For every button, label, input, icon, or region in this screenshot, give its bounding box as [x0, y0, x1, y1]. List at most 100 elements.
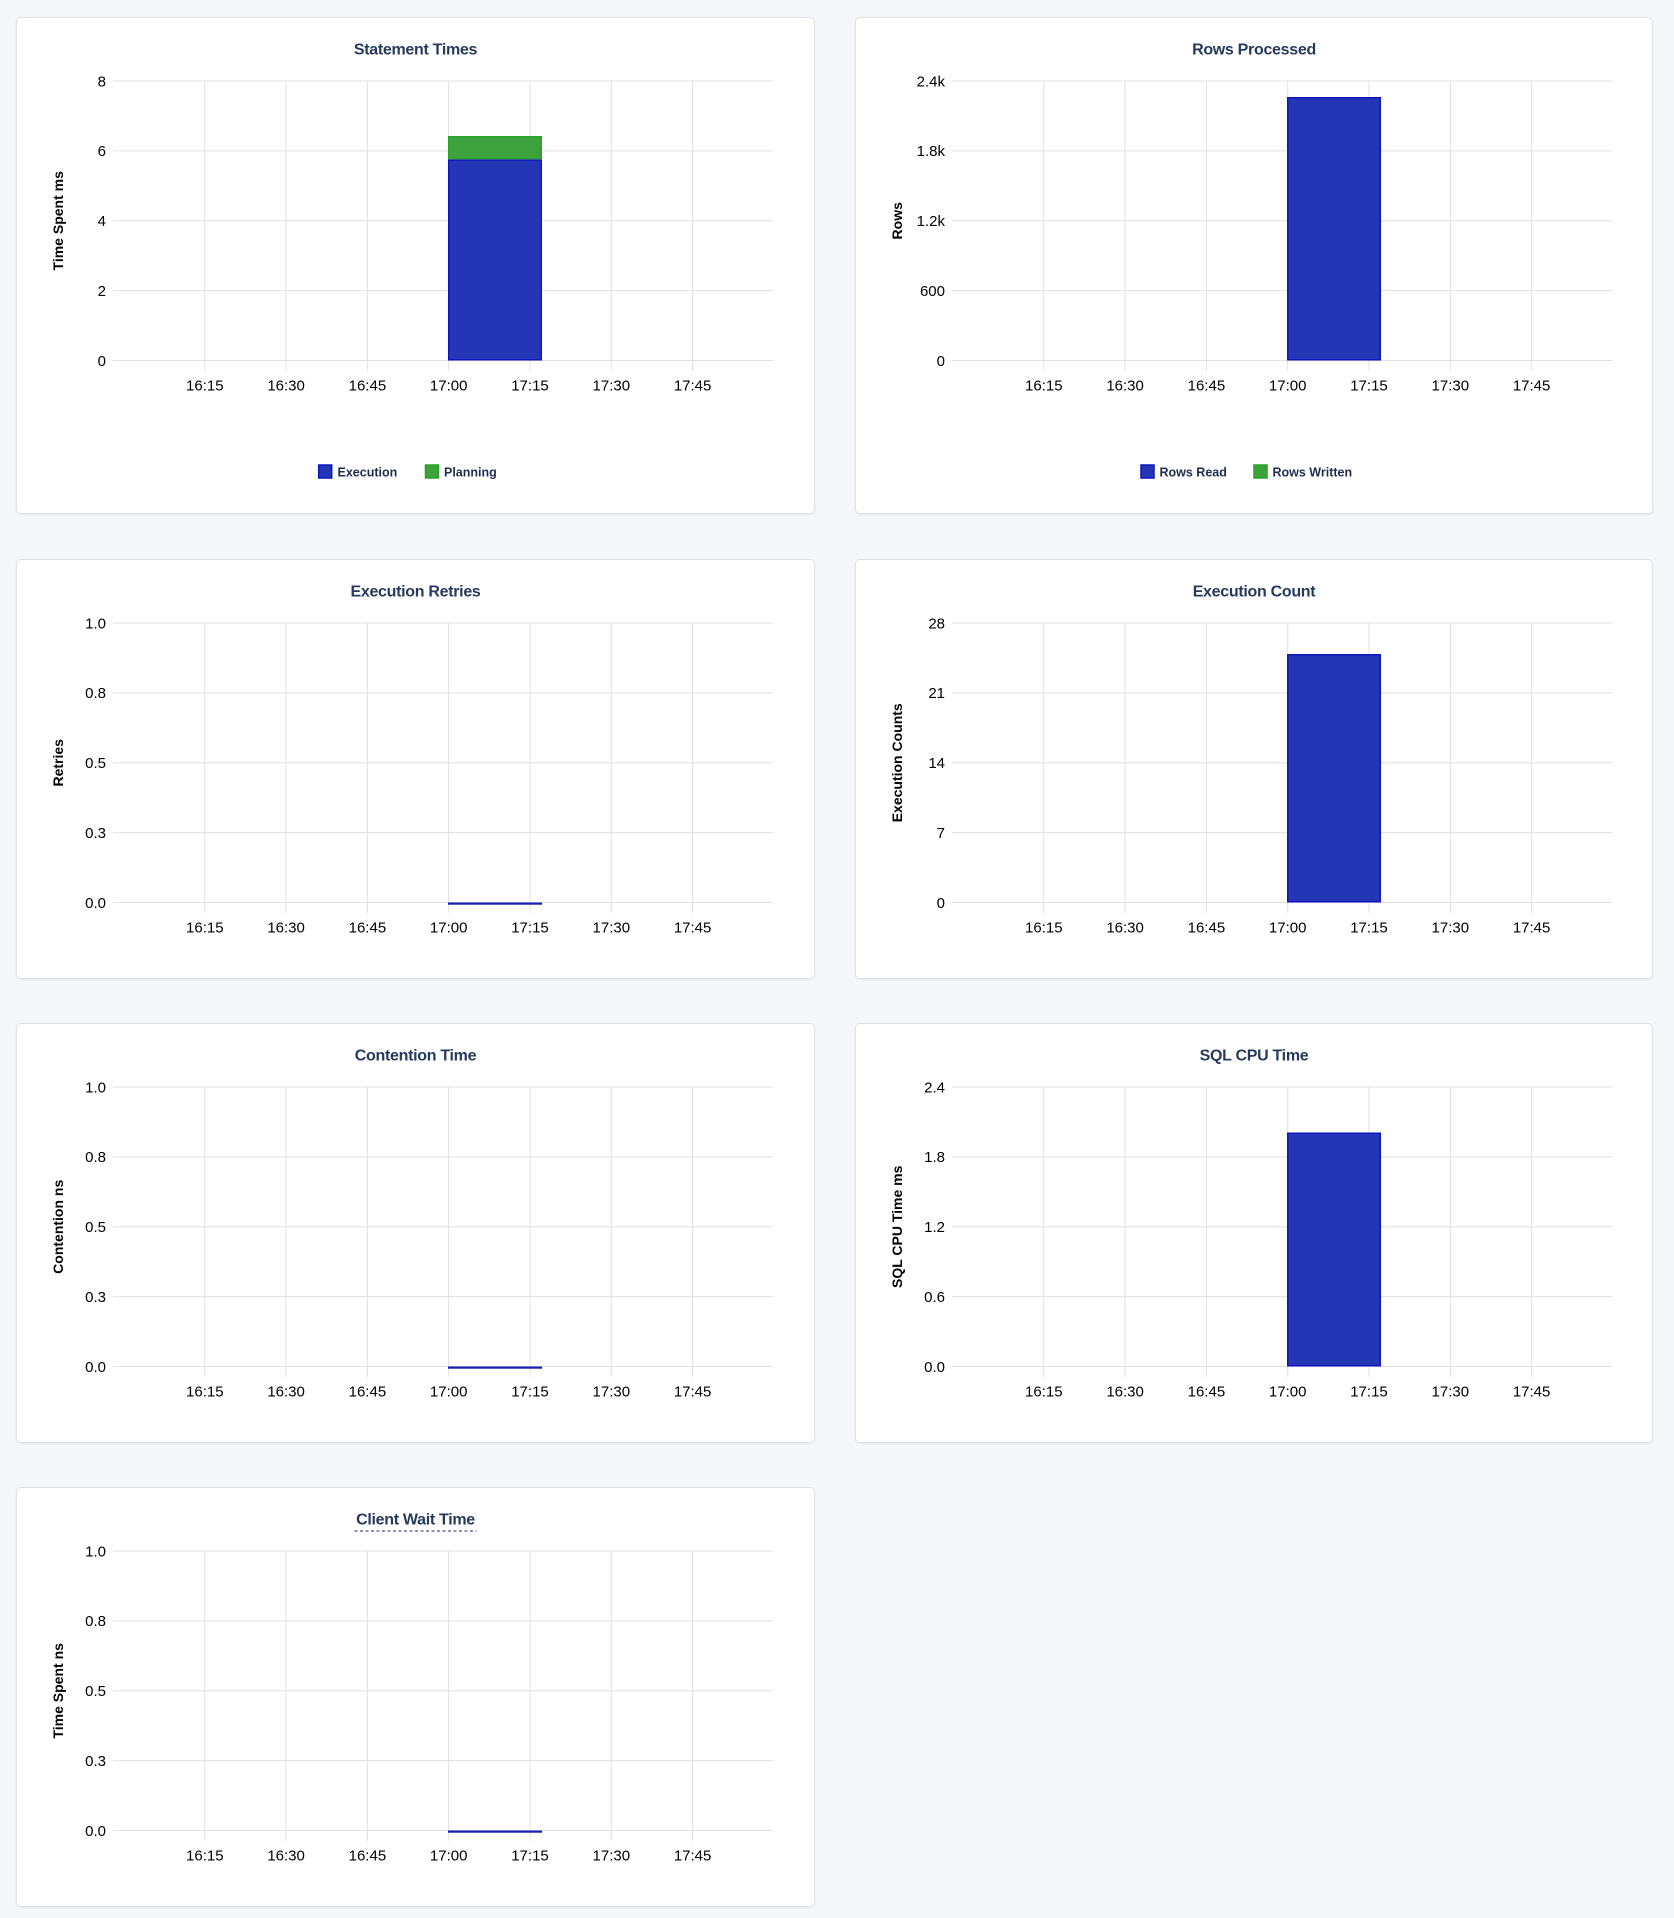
svg-text:0.8: 0.8: [85, 685, 106, 702]
svg-text:17:30: 17:30: [1432, 378, 1470, 395]
svg-text:17:30: 17:30: [593, 1384, 631, 1401]
svg-text:0: 0: [98, 353, 106, 370]
svg-text:17:15: 17:15: [1350, 378, 1388, 395]
svg-text:16:45: 16:45: [349, 920, 387, 937]
svg-text:17:15: 17:15: [511, 1384, 549, 1401]
svg-text:16:30: 16:30: [1106, 1384, 1144, 1401]
svg-text:16:45: 16:45: [1188, 378, 1226, 395]
svg-text:Rows Read: Rows Read: [1160, 466, 1227, 480]
svg-text:17:00: 17:00: [430, 1384, 468, 1401]
svg-text:16:30: 16:30: [267, 920, 305, 937]
svg-text:6: 6: [98, 143, 106, 160]
svg-text:0: 0: [937, 895, 945, 912]
svg-text:21: 21: [928, 685, 945, 702]
svg-text:1.8k: 1.8k: [917, 143, 946, 160]
svg-text:16:15: 16:15: [186, 1848, 224, 1865]
svg-text:17:00: 17:00: [1269, 378, 1307, 395]
svg-text:SQL CPU Time: SQL CPU Time: [1200, 1048, 1309, 1065]
svg-text:Execution: Execution: [338, 466, 398, 480]
svg-text:16:30: 16:30: [267, 1384, 305, 1401]
svg-text:1.0: 1.0: [85, 1079, 106, 1096]
svg-text:16:45: 16:45: [349, 1384, 387, 1401]
svg-text:17:30: 17:30: [593, 1848, 631, 1865]
svg-text:17:45: 17:45: [674, 1384, 712, 1401]
svg-text:17:15: 17:15: [511, 920, 549, 937]
svg-text:2.4k: 2.4k: [917, 73, 946, 90]
svg-text:0.0: 0.0: [85, 1823, 106, 1840]
svg-text:Contention Time: Contention Time: [355, 1048, 477, 1065]
svg-text:SQL CPU Time ms: SQL CPU Time ms: [889, 1165, 905, 1288]
svg-text:8: 8: [98, 73, 106, 90]
svg-text:16:45: 16:45: [349, 378, 387, 395]
svg-text:Rows Processed: Rows Processed: [1192, 42, 1316, 59]
svg-text:17:15: 17:15: [1350, 1384, 1388, 1401]
svg-text:17:30: 17:30: [593, 920, 631, 937]
svg-text:Client Wait Time: Client Wait Time: [356, 1512, 475, 1529]
svg-text:16:15: 16:15: [186, 1384, 224, 1401]
svg-text:0.6: 0.6: [924, 1289, 945, 1306]
svg-text:2: 2: [98, 283, 106, 300]
svg-text:Planning: Planning: [444, 466, 497, 480]
svg-text:0.5: 0.5: [85, 755, 106, 772]
svg-text:0: 0: [937, 353, 945, 370]
svg-text:16:15: 16:15: [1025, 1384, 1063, 1401]
svg-text:0.0: 0.0: [924, 1359, 945, 1376]
svg-text:Time Spent ns: Time Spent ns: [50, 1643, 66, 1739]
svg-text:Execution Count: Execution Count: [1193, 584, 1317, 601]
svg-text:600: 600: [920, 283, 945, 300]
svg-text:16:30: 16:30: [267, 1848, 305, 1865]
svg-text:28: 28: [928, 615, 945, 632]
svg-text:0.3: 0.3: [85, 825, 106, 842]
svg-text:4: 4: [98, 213, 106, 230]
svg-text:17:45: 17:45: [1513, 1384, 1551, 1401]
svg-text:17:45: 17:45: [1513, 920, 1551, 937]
svg-text:Retries: Retries: [50, 739, 66, 787]
svg-text:7: 7: [937, 825, 945, 842]
svg-text:0.0: 0.0: [85, 1359, 106, 1376]
svg-text:16:15: 16:15: [1025, 378, 1063, 395]
svg-text:0.5: 0.5: [85, 1219, 106, 1236]
svg-text:14: 14: [928, 755, 945, 772]
svg-text:1.0: 1.0: [85, 1543, 106, 1560]
svg-text:16:15: 16:15: [1025, 920, 1063, 937]
svg-text:17:00: 17:00: [430, 1848, 468, 1865]
svg-text:16:15: 16:15: [186, 378, 224, 395]
svg-text:2.4: 2.4: [924, 1079, 945, 1096]
svg-text:Statement Times: Statement Times: [354, 42, 478, 59]
svg-text:1.0: 1.0: [85, 615, 106, 632]
svg-text:1.2k: 1.2k: [917, 213, 946, 230]
svg-text:Rows Written: Rows Written: [1273, 466, 1353, 480]
svg-text:17:15: 17:15: [511, 1848, 549, 1865]
svg-text:Time Spent ms: Time Spent ms: [50, 171, 66, 271]
svg-text:16:30: 16:30: [1106, 920, 1144, 937]
svg-text:Contention ns: Contention ns: [50, 1180, 66, 1274]
svg-text:17:30: 17:30: [1432, 920, 1470, 937]
svg-text:17:00: 17:00: [430, 378, 468, 395]
svg-text:17:30: 17:30: [593, 378, 631, 395]
svg-text:17:15: 17:15: [511, 378, 549, 395]
svg-text:0.8: 0.8: [85, 1149, 106, 1166]
svg-text:16:45: 16:45: [1188, 1384, 1226, 1401]
svg-text:17:45: 17:45: [1513, 378, 1551, 395]
svg-text:16:45: 16:45: [349, 1848, 387, 1865]
svg-text:17:00: 17:00: [430, 920, 468, 937]
svg-text:16:15: 16:15: [186, 920, 224, 937]
svg-text:16:30: 16:30: [1106, 378, 1144, 395]
svg-text:16:30: 16:30: [267, 378, 305, 395]
svg-text:0.3: 0.3: [85, 1753, 106, 1770]
svg-text:17:45: 17:45: [674, 378, 712, 395]
svg-text:0.5: 0.5: [85, 1683, 106, 1700]
svg-text:Execution Retries: Execution Retries: [350, 584, 480, 601]
svg-text:0.0: 0.0: [85, 895, 106, 912]
svg-text:1.2: 1.2: [924, 1219, 945, 1236]
svg-text:17:00: 17:00: [1269, 1384, 1307, 1401]
svg-text:16:45: 16:45: [1188, 920, 1226, 937]
svg-text:17:45: 17:45: [674, 1848, 712, 1865]
svg-text:1.8: 1.8: [924, 1149, 945, 1166]
svg-text:Rows: Rows: [889, 202, 905, 240]
svg-text:17:30: 17:30: [1432, 1384, 1470, 1401]
svg-text:0.8: 0.8: [85, 1613, 106, 1630]
svg-text:17:00: 17:00: [1269, 920, 1307, 937]
svg-text:Execution Counts: Execution Counts: [889, 703, 905, 822]
svg-text:17:15: 17:15: [1350, 920, 1388, 937]
